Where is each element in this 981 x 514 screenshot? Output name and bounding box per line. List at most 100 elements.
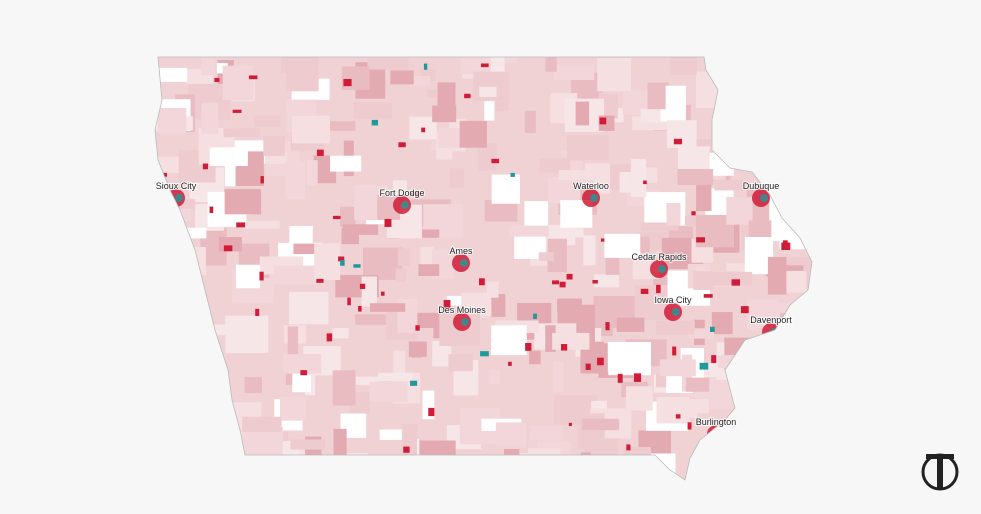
precinct [194,247,206,275]
precinct [669,57,697,75]
precinct [393,350,406,382]
precinct [566,135,609,161]
precinct [413,76,431,86]
precinct [771,219,792,242]
precinct [557,228,584,238]
precinct [209,147,248,167]
precinct [593,274,620,288]
precinct [432,105,457,123]
precinct [548,176,581,204]
precinct [342,224,379,235]
precinct [242,427,283,458]
city-label: Burlington [696,417,737,427]
precinct [263,135,286,157]
precinct [608,341,651,376]
precinct [529,350,541,365]
precinct [313,121,356,131]
precinct [157,107,187,134]
precinct [427,89,438,98]
precinct-dark [202,163,209,170]
precinct [655,320,695,335]
precinct-dark [643,180,647,185]
precinct-dark [552,280,560,285]
precinct-dark [359,283,366,289]
precinct [420,69,436,81]
precinct [631,159,647,197]
precinct-dark [740,306,749,314]
precinct-dark [626,444,631,451]
precinct [495,422,526,448]
precinct [538,252,554,261]
city-cluster-core [658,265,666,273]
precinct [283,354,322,374]
precinct [418,264,440,276]
precinct [353,102,392,119]
city-cluster-core [175,194,183,202]
precinct [223,128,260,138]
city-label: Fort Dodge [379,188,424,198]
precinct-dark [384,218,392,227]
precinct [545,57,557,72]
precinct [460,57,491,75]
precinct [254,115,281,127]
precinct [224,153,236,187]
precinct [575,101,590,126]
precinct [279,396,306,421]
precinct [714,179,744,191]
precinct [539,157,571,173]
precinct [488,369,500,385]
precinct [484,199,518,222]
precinct [332,370,356,406]
precinct [597,57,631,92]
precinct-dark [343,79,352,87]
city-cluster-core [461,318,469,326]
precinct-dark [316,278,324,283]
city-label: Davenport [750,315,792,325]
precinct-dark [223,245,233,252]
precinct-dark [600,238,605,242]
precinct-dark [415,325,420,331]
precinct [509,225,549,237]
precinct [491,325,527,356]
precinct-dark [255,308,260,317]
precinct [392,180,407,196]
precinct [224,189,262,215]
precinct-dark [260,176,264,184]
precinct [677,169,714,186]
precinct-dark [259,271,264,281]
precinct [616,317,645,332]
city-cluster-core [672,308,680,316]
precinct [201,102,219,134]
precinct [285,57,319,92]
precinct [495,101,509,112]
precinct [552,361,564,393]
precinct-dark [410,380,418,386]
precinct-dark [672,346,677,356]
precinct-dark [316,149,324,156]
city-label: Dubuque [743,181,780,191]
precinct-dark [731,279,741,286]
precinct-dark [656,284,661,294]
precinct [293,243,323,255]
precinct [291,115,330,144]
precinct [285,161,306,199]
precinct-dark [428,407,435,417]
precinct-dark [340,259,345,266]
precinct [693,271,713,290]
precinct-dark [510,172,515,177]
precinct [685,377,710,392]
state-outline [154,56,813,481]
precinct [547,238,567,273]
precinct [726,196,753,225]
precinct-dark [232,109,242,113]
precinct [370,303,406,312]
precinct-dark [332,215,341,220]
precinct-dark [338,256,345,262]
precinct [379,429,402,440]
precinct [341,66,370,90]
precinct [348,376,380,385]
precinct [369,381,408,403]
precinct [238,220,280,229]
